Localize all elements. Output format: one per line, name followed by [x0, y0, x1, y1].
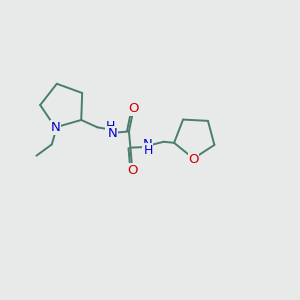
Text: H: H: [143, 144, 153, 157]
Text: O: O: [127, 164, 138, 177]
Text: N: N: [108, 127, 118, 140]
Text: O: O: [188, 154, 199, 166]
Text: N: N: [142, 138, 152, 151]
Text: O: O: [128, 102, 138, 115]
Text: N: N: [50, 121, 60, 134]
Text: H: H: [106, 120, 116, 133]
